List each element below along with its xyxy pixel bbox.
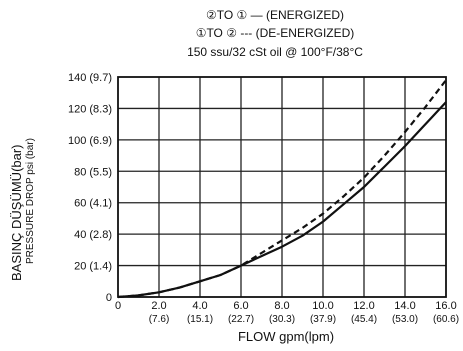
chart-title-line-1: ②TO ① — (ENERGIZED) xyxy=(206,8,344,22)
x-tick-sublabel: (22.7) xyxy=(228,314,254,325)
y-tick-label: 100 (6.9) xyxy=(68,135,112,147)
x-tick-sublabel: (60.6) xyxy=(433,314,459,325)
x-tick-label: 12.0 xyxy=(353,300,374,312)
x-axis-title: FLOW gpm(lpm) xyxy=(238,329,334,344)
x-tick-sublabel: (15.1) xyxy=(187,314,213,325)
x-tick-sublabel: (30.3) xyxy=(269,314,295,325)
y-tick-label: 20 (1.4) xyxy=(74,261,112,273)
x-tick-sublabel: (53.0) xyxy=(392,314,418,325)
x-tick-sublabel: (45.4) xyxy=(351,314,377,325)
x-tick-label: 8.0 xyxy=(274,300,289,312)
y-tick-label: 0 xyxy=(106,292,112,304)
x-tick-sublabel: (7.6) xyxy=(149,314,170,325)
y-tick-label: 120 (8.3) xyxy=(68,103,112,115)
y-tick-label: 140 (9.7) xyxy=(68,72,112,84)
chart-title-line-2: ①TO ② --- (DE-ENERGIZED) xyxy=(195,26,355,40)
chart-title-line-3: 150 ssu/32 cSt oil @ 100°F/38°C xyxy=(187,45,363,59)
series-line-de-energized xyxy=(117,79,447,299)
x-tick-label: 14.0 xyxy=(394,300,415,312)
x-tick-label: 16.0 xyxy=(435,300,456,312)
x-tick-label: 4.0 xyxy=(192,300,207,312)
x-tick-sublabel: (37.9) xyxy=(310,314,336,325)
y-tick-label: 40 (2.8) xyxy=(74,229,112,241)
x-tick-label: 6.0 xyxy=(233,300,248,312)
x-tick-label: 2.0 xyxy=(151,300,166,312)
y-tick-label: 60 (4.1) xyxy=(74,198,112,210)
x-tick-label: 10.0 xyxy=(312,300,333,312)
x-tick-label: 0 xyxy=(115,300,121,312)
y-tick-label: 80 (5.5) xyxy=(74,166,112,178)
plot-frame xyxy=(117,76,447,298)
